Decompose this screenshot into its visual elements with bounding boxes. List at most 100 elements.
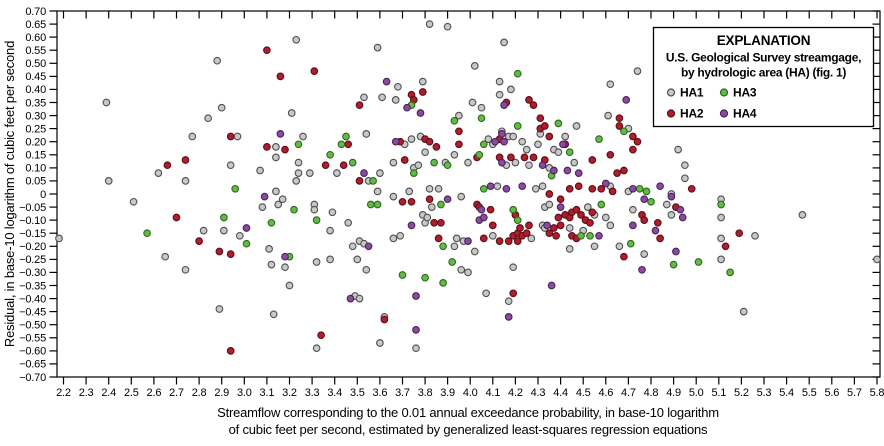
point-ha3 <box>509 205 518 214</box>
point-ha2 <box>310 67 319 75</box>
y-tick-label: 0.15 <box>25 150 46 162</box>
y-axis-title: Residual, in base-10 logarithm of cubic … <box>2 41 17 347</box>
point-ha1 <box>717 234 725 243</box>
y-tick-label: 0.55 <box>25 45 46 57</box>
point-ha2 <box>608 187 617 196</box>
x-tick-label: 4.6 <box>598 387 613 399</box>
y-tick-label: 0.40 <box>25 84 46 96</box>
point-ha2 <box>163 161 172 170</box>
point-ha1 <box>873 255 881 264</box>
y-axis-ticks: 0.700.650.600.550.500.450.400.350.300.25… <box>19 6 880 384</box>
point-ha3 <box>421 273 429 282</box>
point-ha2 <box>276 72 285 81</box>
x-tick-label: 2.3 <box>79 387 94 399</box>
point-ha3 <box>398 271 407 279</box>
point-ha1 <box>457 192 466 201</box>
point-ha4 <box>477 205 486 214</box>
point-ha1 <box>272 143 280 151</box>
point-ha4 <box>518 182 527 191</box>
point-ha2 <box>552 231 560 240</box>
x-tick-label: 2.2 <box>56 387 71 399</box>
point-ha2 <box>554 213 563 222</box>
x-axis-ticks: 2.2 2.3 2.4 2.5 2.6 2.7 2.8 2.9 3.0 3.1 3.2 3.3 3.4 3… <box>56 11 884 399</box>
point-ha4 <box>502 184 511 193</box>
point-ha1 <box>518 137 527 146</box>
point-ha1 <box>606 80 615 89</box>
point-ha1 <box>561 132 570 141</box>
point-ha4 <box>412 326 420 334</box>
point-ha1 <box>312 258 321 266</box>
point-ha1 <box>509 132 518 141</box>
point-ha2 <box>620 166 628 175</box>
x-tick-label: 4.1 <box>485 387 500 399</box>
point-ha2 <box>398 197 407 206</box>
point-ha1 <box>269 310 278 319</box>
point-ha1 <box>355 294 364 303</box>
point-ha1 <box>299 132 307 141</box>
point-ha1 <box>504 297 513 306</box>
x-tick-label: 2.5 <box>124 387 139 399</box>
point-ha3 <box>595 135 603 143</box>
point-ha2 <box>588 184 597 193</box>
point-ha1 <box>267 260 276 269</box>
point-ha2 <box>522 229 531 238</box>
point-ha1 <box>484 135 493 143</box>
point-ha4 <box>260 192 269 201</box>
legend: EXPLANATION U.S. Geological Survey strea… <box>652 26 875 128</box>
point-ha3 <box>312 216 321 224</box>
point-ha1 <box>129 197 138 206</box>
point-ha2 <box>339 161 348 170</box>
y-tick-label: 0.35 <box>25 97 46 109</box>
x-tick-label: 5.4 <box>779 387 794 399</box>
point-ha3 <box>348 158 357 167</box>
point-ha3 <box>437 200 445 209</box>
y-tick-label: 0.05 <box>25 176 46 188</box>
point-ha2 <box>572 205 581 214</box>
point-ha4 <box>412 292 420 300</box>
point-ha1 <box>495 90 504 99</box>
point-ha1 <box>554 148 563 157</box>
x-tick-label: 4.7 <box>621 387 636 399</box>
point-ha2 <box>455 140 463 149</box>
point-ha1 <box>353 255 362 264</box>
point-ha1 <box>507 85 515 94</box>
point-ha3 <box>642 187 651 196</box>
point-ha4 <box>364 242 373 251</box>
point-ha2 <box>545 229 554 238</box>
point-ha2 <box>455 127 463 136</box>
x-tick-label: 5.8 <box>870 387 884 399</box>
point-ha4 <box>678 213 687 222</box>
point-ha4 <box>547 281 556 290</box>
point-ha3 <box>635 184 644 193</box>
point-ha1 <box>362 265 371 274</box>
point-ha4 <box>629 221 637 230</box>
point-ha1 <box>470 62 479 70</box>
point-ha1 <box>373 187 382 196</box>
x-tick-label: 5.7 <box>847 387 862 399</box>
point-ha3 <box>513 216 522 224</box>
point-ha1 <box>583 203 592 211</box>
point-ha4 <box>498 130 506 138</box>
point-ha1 <box>102 98 111 107</box>
point-ha2 <box>507 153 515 162</box>
point-ha3 <box>242 239 251 248</box>
point-ha1 <box>425 184 434 193</box>
point-ha1 <box>629 205 637 214</box>
x-axis-title-line2: of cubic feet per second, estimated by g… <box>229 422 708 437</box>
point-ha1 <box>378 93 386 102</box>
x-tick-label: 3.1 <box>260 387 275 399</box>
point-ha1 <box>452 234 461 243</box>
point-ha4 <box>391 137 400 146</box>
point-ha2 <box>588 156 597 164</box>
point-ha1 <box>407 135 416 143</box>
y-tick-label: 0.30 <box>25 110 46 122</box>
point-ha1 <box>534 140 542 149</box>
x-tick-label: 3.3 <box>305 387 320 399</box>
point-ha4 <box>346 294 355 303</box>
point-ha3 <box>694 258 703 266</box>
point-ha2 <box>181 156 190 164</box>
legend-label-ha2: HA2 <box>680 107 704 121</box>
point-ha1 <box>606 221 615 230</box>
point-ha1 <box>389 192 398 201</box>
point-ha3 <box>479 140 488 149</box>
